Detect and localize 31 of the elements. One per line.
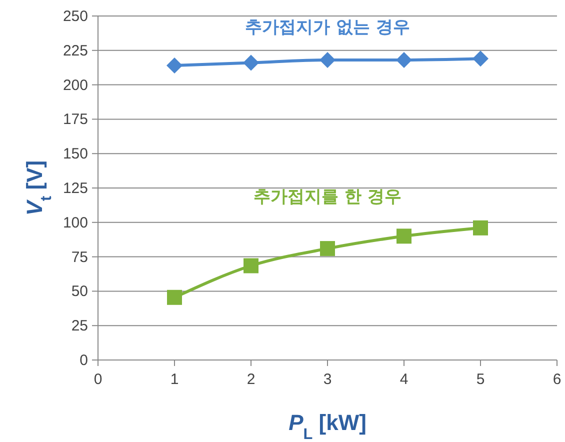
y-tick-label: 250 bbox=[62, 8, 88, 25]
x-tick-label: 3 bbox=[323, 371, 332, 388]
y-tick-label: 50 bbox=[71, 283, 88, 300]
point bbox=[167, 290, 182, 305]
point bbox=[320, 241, 335, 256]
point bbox=[243, 54, 259, 71]
series-label: 추가접지를 한 경우 bbox=[254, 186, 402, 207]
point bbox=[166, 58, 182, 74]
y-tick-label: 25 bbox=[71, 318, 88, 335]
x-tick-label: 4 bbox=[400, 371, 408, 388]
point bbox=[472, 50, 488, 67]
y-tick-label: 100 bbox=[62, 214, 88, 232]
y-tick-label: 75 bbox=[71, 248, 88, 266]
x-tick-label: 2 bbox=[246, 371, 256, 388]
x-axis-title: P$_{L}$ [kW] bbox=[288, 410, 366, 442]
y-tick-label: 150 bbox=[62, 146, 88, 163]
y-tick-label: 200 bbox=[62, 76, 88, 94]
y-tick-label: 225 bbox=[62, 42, 88, 60]
x-tick-label: 5 bbox=[476, 371, 485, 388]
x-tick-label: 0 bbox=[94, 371, 102, 388]
point bbox=[244, 258, 258, 274]
x-tick-label: 1 bbox=[170, 371, 179, 388]
series-label: 추가접지가 없는 경우 bbox=[245, 18, 410, 38]
point bbox=[320, 52, 336, 68]
y-tick-label: 175 bbox=[62, 111, 88, 128]
y-tick-label: 125 bbox=[62, 180, 88, 197]
x-tick-label: 6 bbox=[552, 371, 562, 388]
point bbox=[473, 220, 488, 236]
y-tick-label: 0 bbox=[80, 352, 88, 369]
point bbox=[396, 52, 412, 68]
point bbox=[396, 228, 412, 244]
